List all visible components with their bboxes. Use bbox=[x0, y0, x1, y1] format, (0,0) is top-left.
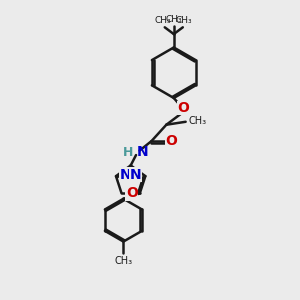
Text: O: O bbox=[165, 134, 177, 148]
Text: CH₃: CH₃ bbox=[166, 15, 182, 24]
Text: CH₃: CH₃ bbox=[176, 16, 193, 25]
Text: H: H bbox=[123, 146, 134, 159]
Text: O: O bbox=[177, 101, 189, 116]
Text: O: O bbox=[126, 186, 138, 200]
Text: N: N bbox=[120, 168, 132, 182]
Text: N: N bbox=[130, 168, 141, 182]
Text: CH₃: CH₃ bbox=[188, 116, 206, 126]
Text: CH₃: CH₃ bbox=[155, 16, 172, 25]
Text: N: N bbox=[136, 145, 148, 159]
Text: CH₃: CH₃ bbox=[114, 256, 133, 266]
